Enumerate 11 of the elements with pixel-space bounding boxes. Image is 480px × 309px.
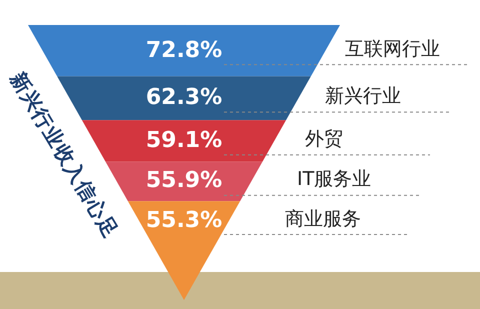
data-label: 55.3%	[144, 206, 224, 235]
category-label: 外贸	[305, 126, 343, 151]
data-label: 72.8%	[144, 36, 224, 65]
text: 新兴行业收入信心足	[6, 68, 124, 242]
category-label: IT服务业	[297, 167, 372, 192]
data-label: 59.1%	[144, 126, 224, 155]
category-label: 商业服务	[285, 206, 361, 231]
data-label: 55.9%	[144, 167, 224, 196]
category-label: 新兴行业	[325, 84, 401, 108]
category-label: 互联网行业	[345, 36, 440, 61]
data-label: 62.3%	[144, 84, 224, 112]
